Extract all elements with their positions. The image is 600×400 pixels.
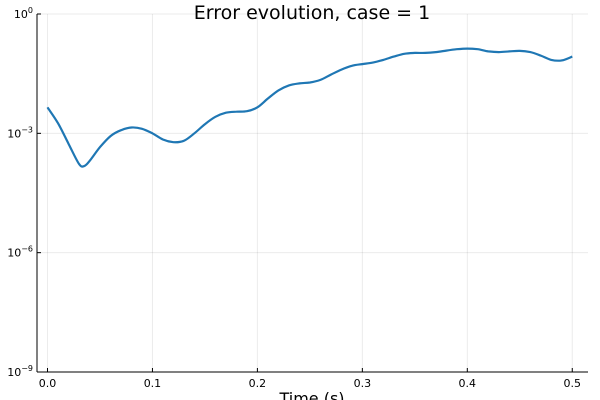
y-tick-label: 10−6 xyxy=(7,245,33,260)
grid xyxy=(37,13,588,373)
x-axis-ticks: 0.0 0.1 0.2 0.3 0.4 0.5 xyxy=(39,368,581,390)
x-tick-label: 0.1 xyxy=(144,377,162,390)
x-tick-label: 0.5 xyxy=(564,377,582,390)
y-tick-label: 10−3 xyxy=(7,125,33,140)
x-tick-label: 0.2 xyxy=(249,377,267,390)
plot-frame xyxy=(36,14,588,373)
x-tick-label: 0.4 xyxy=(459,377,477,390)
y-axis-ticks: 10−9 10−6 10−3 100 xyxy=(7,6,41,379)
x-tick-label: 0.3 xyxy=(354,377,372,390)
series-line-0 xyxy=(46,47,573,168)
series-layer xyxy=(46,47,573,168)
y-tick-label: 100 xyxy=(14,6,33,21)
chart-title: Error evolution, case = 1 xyxy=(194,2,430,24)
y-tick-label: 10−9 xyxy=(7,364,33,379)
x-tick-label: 0.0 xyxy=(39,377,57,390)
x-axis-label: Time (s) xyxy=(278,389,344,400)
